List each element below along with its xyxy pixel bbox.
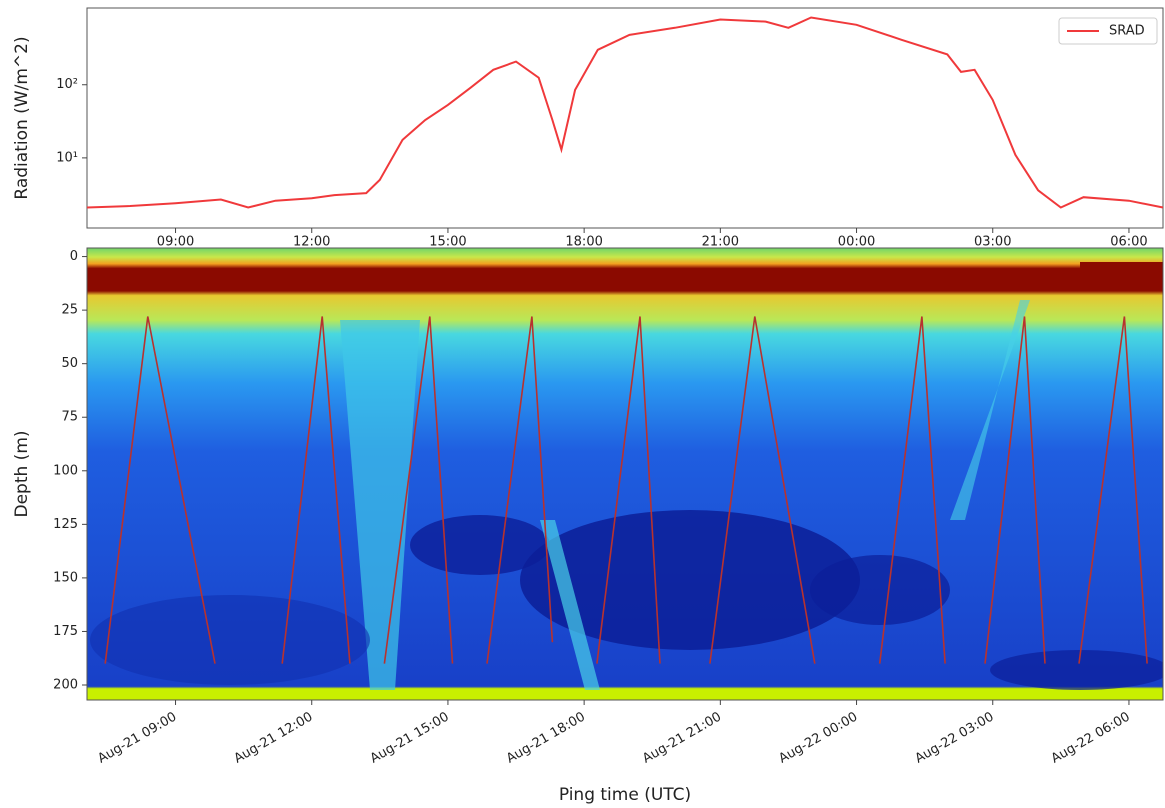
x-tick-label: Aug-21 21:00 [640,710,724,767]
y-axis-title: Depth (m) [12,430,32,517]
x-tick-label: 15:00 [429,235,466,250]
x-tick-label: Aug-21 12:00 [232,710,316,767]
y-axis-title: Radiation (W/m^2) [12,36,32,199]
y-tick-label: 10² [56,77,78,92]
y-tick-label: 25 [61,303,78,318]
y-tick-label: 50 [61,356,78,371]
legend-box [1058,17,1158,45]
axes-frame [86,247,1164,701]
y-tick-label: 0 [70,249,78,264]
axes-frame [86,7,1164,229]
x-axis-title: Ping time (UTC) [559,785,691,805]
series-line [104,316,1148,664]
x-tick-label: 18:00 [565,235,602,250]
x-tick-label: Aug-21 18:00 [504,710,588,767]
series-line [86,16,1164,209]
y-tick-label: 10¹ [56,150,78,165]
y-tick-label: 175 [53,624,78,639]
x-tick-label: 06:00 [1110,235,1147,250]
x-tick-label: 09:00 [157,235,194,250]
y-tick-label: 200 [53,678,78,693]
x-tick-label: Aug-22 06:00 [1049,710,1133,767]
x-tick-label: Aug-22 03:00 [913,710,997,767]
y-tick-label: 150 [53,570,78,585]
x-tick-label: Aug-22 00:00 [776,710,860,767]
x-tick-label: 00:00 [838,235,875,250]
x-tick-label: 21:00 [702,235,739,250]
echogram [87,248,1163,700]
x-tick-label: Aug-21 15:00 [368,710,452,767]
y-tick-label: 125 [53,517,78,532]
legend-label: SRAD [1109,24,1145,39]
y-tick-label: 75 [61,410,78,425]
x-tick-label: 12:00 [293,235,330,250]
y-tick-label: 100 [53,463,78,478]
x-tick-label: Aug-21 09:00 [95,710,179,767]
x-tick-label: 03:00 [974,235,1011,250]
